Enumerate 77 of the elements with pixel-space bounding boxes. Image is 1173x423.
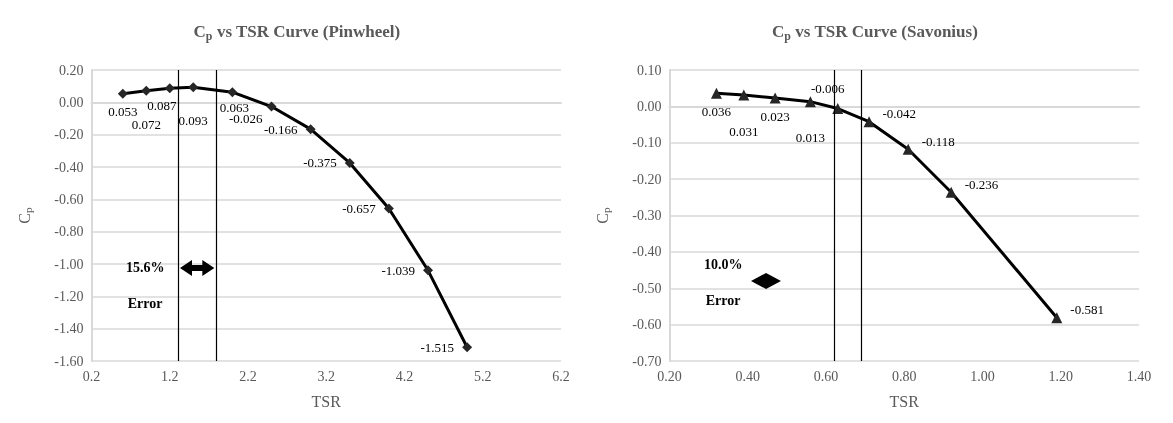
data-label: 0.072 bbox=[131, 116, 161, 132]
y-tick-label: -0.40 bbox=[632, 244, 662, 260]
y-tick-label: -0.60 bbox=[632, 317, 662, 333]
point bbox=[1051, 312, 1063, 324]
data-label: -1.515 bbox=[420, 339, 455, 355]
y-tick-label: -0.30 bbox=[632, 208, 662, 223]
x-axis-title: TSR bbox=[311, 392, 342, 410]
point bbox=[266, 101, 277, 112]
y-tick-label: -1.60 bbox=[54, 353, 84, 369]
x-tick-label: 5.2 bbox=[474, 368, 492, 384]
x-tick-label: 0.2 bbox=[82, 368, 101, 384]
y-tick-label: -0.70 bbox=[632, 353, 662, 369]
x-tick-label: 1.40 bbox=[1126, 368, 1152, 384]
x-tick-label: 1.20 bbox=[1048, 368, 1073, 384]
point bbox=[462, 342, 473, 353]
point bbox=[738, 89, 750, 101]
data-label: 0.087 bbox=[147, 98, 177, 114]
data-label: -0.581 bbox=[1070, 302, 1104, 318]
x-tick-label: 2.2 bbox=[239, 368, 257, 384]
point bbox=[141, 85, 152, 96]
x-tick-label: 1.2 bbox=[161, 368, 179, 384]
annotation: 10.0% bbox=[703, 257, 743, 273]
data-label: 0.013 bbox=[795, 130, 825, 146]
x-tick-label: 0.60 bbox=[813, 368, 839, 384]
y-tick-label: 0.00 bbox=[637, 98, 662, 114]
annotation: Error bbox=[127, 296, 163, 312]
y-tick-label: 0.00 bbox=[59, 94, 84, 110]
data-label: 0.031 bbox=[729, 123, 759, 139]
y-tick-label: 0.20 bbox=[59, 62, 84, 78]
x-tick-label: 0.20 bbox=[657, 368, 682, 384]
annotation: Error bbox=[705, 293, 741, 309]
y-tick-label: -0.20 bbox=[632, 171, 662, 187]
point bbox=[422, 265, 433, 276]
point bbox=[863, 116, 875, 128]
x-tick-label: 3.2 bbox=[317, 368, 335, 384]
x-tick-label: 4.2 bbox=[395, 368, 414, 384]
y-tick-label: -1.40 bbox=[54, 321, 84, 337]
point bbox=[117, 88, 128, 99]
point bbox=[769, 92, 781, 104]
x-tick-label: 0.40 bbox=[735, 368, 760, 384]
x-tick-label: 0.80 bbox=[892, 368, 917, 384]
y-axis-title: Cp bbox=[593, 206, 612, 224]
y-tick-label: -0.60 bbox=[54, 191, 84, 207]
data-label: -0.166 bbox=[264, 121, 299, 137]
data-label: 0.053 bbox=[108, 103, 138, 119]
data-label: -0.375 bbox=[303, 155, 337, 171]
y-tick-label: -0.40 bbox=[54, 159, 84, 175]
data-label: -0.118 bbox=[921, 133, 955, 149]
point bbox=[227, 87, 238, 98]
data-label: -1.039 bbox=[381, 262, 415, 278]
annotation: 15.6% bbox=[125, 260, 165, 276]
data-label: -0.042 bbox=[882, 106, 917, 122]
y-tick-label: -1.00 bbox=[54, 256, 84, 272]
x-tick-label: 6.2 bbox=[552, 368, 570, 384]
data-label: -0.657 bbox=[342, 201, 377, 217]
y-tick-label: -0.80 bbox=[54, 224, 84, 240]
y-tick-label: -1.20 bbox=[54, 288, 84, 304]
data-label: -0.236 bbox=[964, 176, 999, 192]
x-axis-title: TSR bbox=[889, 392, 920, 410]
point bbox=[383, 203, 394, 214]
point bbox=[188, 82, 199, 93]
data-label: 0.023 bbox=[760, 108, 790, 124]
y-tick-label: -0.20 bbox=[54, 127, 84, 143]
y-tick-label: 0.10 bbox=[637, 62, 662, 78]
y-tick-label: -0.50 bbox=[632, 280, 662, 296]
x-tick-label: 1.00 bbox=[970, 368, 995, 384]
data-label: 0.093 bbox=[178, 113, 208, 129]
data-label: 0.036 bbox=[701, 103, 732, 119]
point bbox=[344, 157, 355, 168]
point bbox=[164, 83, 175, 94]
point bbox=[945, 186, 957, 198]
point bbox=[710, 87, 722, 99]
y-tick-label: -0.10 bbox=[632, 135, 662, 151]
point bbox=[804, 96, 816, 108]
point bbox=[305, 124, 316, 135]
y-axis-title: Cp bbox=[15, 206, 34, 224]
point bbox=[902, 143, 914, 155]
